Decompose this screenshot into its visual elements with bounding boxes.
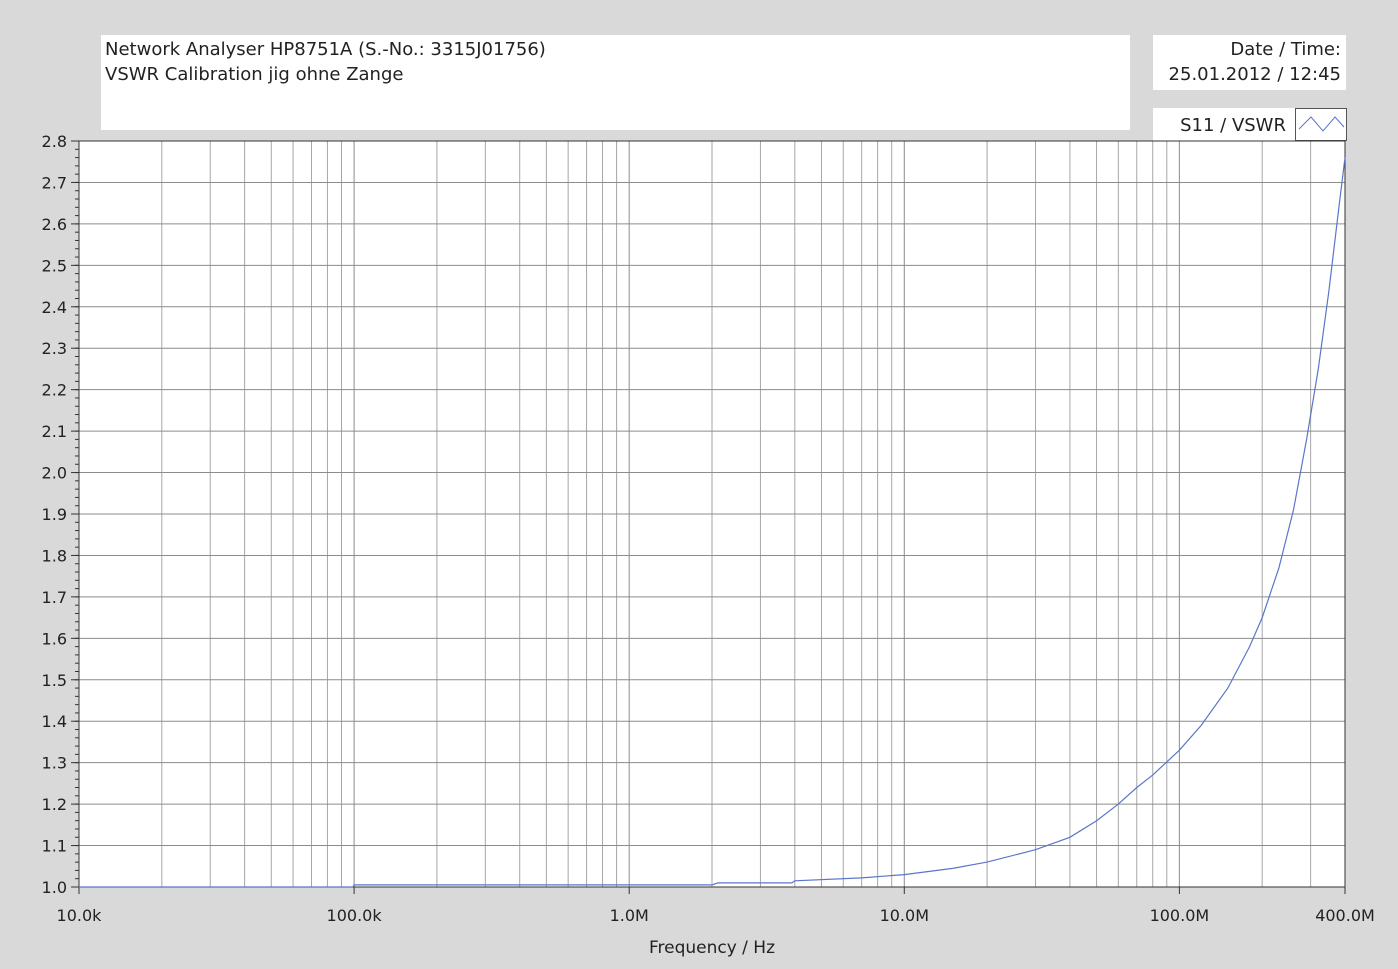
y-tick-label: 1.9 bbox=[42, 505, 67, 524]
x-tick-label: 400.0M bbox=[1315, 906, 1375, 925]
y-tick-label: 2.6 bbox=[42, 215, 67, 234]
y-tick-label: 1.1 bbox=[42, 837, 67, 856]
x-tick-label: 100.0M bbox=[1150, 906, 1210, 925]
x-tick-label: 1.0M bbox=[610, 906, 649, 925]
y-tick-label: 2.4 bbox=[42, 298, 67, 317]
y-tick-label: 2.2 bbox=[42, 381, 67, 400]
y-tick-label: 2.0 bbox=[42, 464, 67, 483]
x-tick-label: 10.0k bbox=[57, 906, 103, 925]
y-tick-label: 1.4 bbox=[42, 712, 67, 731]
y-tick-label: 1.7 bbox=[42, 588, 67, 607]
y-tick-label: 1.5 bbox=[42, 671, 67, 690]
chart-title: Network Analyser HP8751A (S.-No.: 3315J0… bbox=[105, 39, 546, 60]
y-tick-label: 1.0 bbox=[42, 878, 67, 897]
y-tick-label: 1.3 bbox=[42, 754, 67, 773]
x-tick-label: 100.0k bbox=[327, 906, 383, 925]
series-line bbox=[79, 157, 1346, 888]
y-tick-label: 2.8 bbox=[42, 132, 67, 151]
x-axis-title: Frequency / Hz bbox=[649, 938, 775, 958]
x-tick-label: 10.0M bbox=[880, 906, 929, 925]
date-label: Date / Time: bbox=[1230, 39, 1341, 60]
y-tick-label: 2.5 bbox=[42, 256, 67, 275]
y-tick-label: 1.6 bbox=[42, 629, 67, 648]
y-tick-label: 2.7 bbox=[42, 173, 67, 192]
date-value: 25.01.2012 / 12:45 bbox=[1168, 64, 1341, 85]
y-tick-label: 1.8 bbox=[42, 546, 67, 565]
y-tick-label: 2.1 bbox=[42, 422, 67, 441]
date-panel: Date / Time: 25.01.2012 / 12:45 bbox=[1153, 35, 1346, 90]
y-tick-label: 2.3 bbox=[42, 339, 67, 358]
chart-subtitle: VSWR Calibration jig ohne Zange bbox=[105, 64, 404, 85]
title-panel: Network Analyser HP8751A (S.-No.: 3315J0… bbox=[101, 35, 1130, 130]
y-tick-label: 1.2 bbox=[42, 795, 67, 814]
legend-label: S11 / VSWR bbox=[1180, 115, 1286, 136]
legend: S11 / VSWR bbox=[1153, 108, 1347, 141]
